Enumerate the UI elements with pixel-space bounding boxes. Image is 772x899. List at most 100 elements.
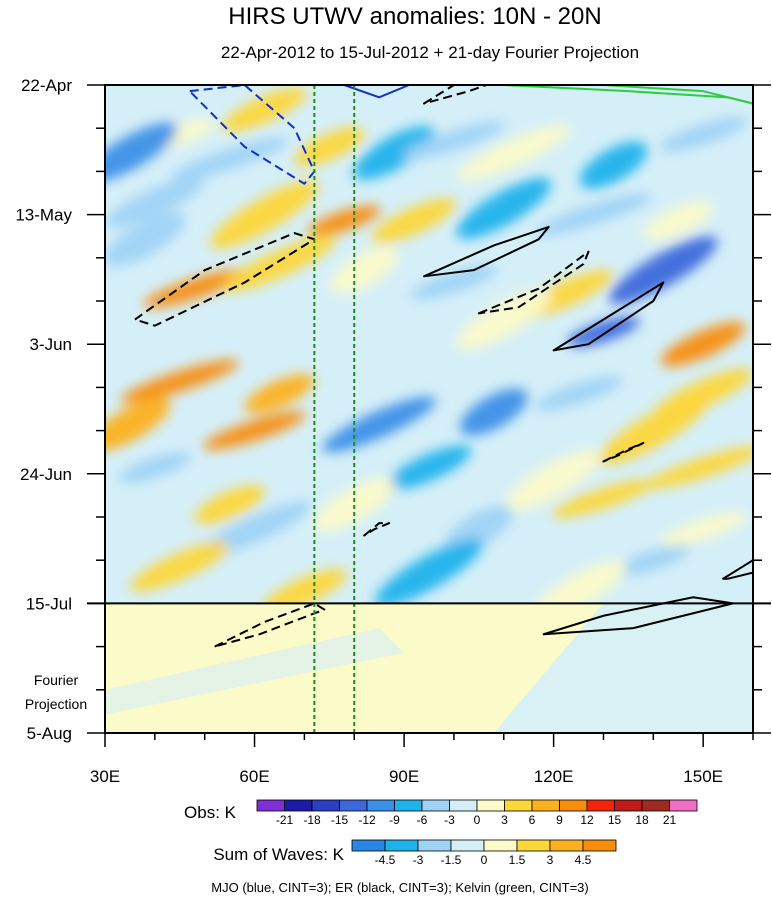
colorbar-swatch (669, 799, 698, 812)
er-contour (722, 559, 753, 580)
anomaly-blob (410, 265, 498, 300)
y-tick-label: 22-Apr (21, 76, 72, 95)
anomaly-blob (659, 512, 748, 547)
colorbar-swatch (586, 799, 615, 812)
er-contour (477, 250, 590, 315)
colorbar-swatch (311, 799, 340, 812)
anomaly-blob (567, 316, 640, 347)
anomaly-blob (105, 397, 171, 452)
anomaly-blob (118, 452, 192, 483)
anomaly-blob (660, 322, 746, 367)
anomaly-blob (371, 198, 457, 243)
anomaly-blob (143, 269, 247, 308)
anomaly-blob (643, 201, 714, 241)
y-axis: 22-Apr 13-May 3-Jun 24-Jun 15-Jul 5-Aug (15, 76, 771, 743)
projection-negative-band (105, 628, 405, 715)
waves-colorbar: -4.5 -3 -1.5 0 1.5 3 4.5 (351, 839, 617, 867)
anomaly-blob (105, 212, 186, 267)
colorbar-swatch (450, 839, 485, 852)
x-tick-label: 120E (534, 767, 574, 786)
anomaly-blob (120, 359, 239, 403)
anomaly-blob (386, 445, 472, 490)
chart-subtitle: 22-Apr-2012 to 15-Jul-2012 + 21-day Four… (221, 43, 639, 62)
er-contour (213, 602, 326, 648)
anomaly-blob (307, 205, 381, 236)
anomaly-blob (170, 137, 289, 181)
anomaly-blob (599, 396, 708, 465)
colorbar-label: 3 (501, 813, 508, 827)
colorbar-swatch (351, 839, 386, 852)
er-contour (552, 281, 665, 352)
y-tick-label: 3-Jun (29, 335, 72, 354)
er-contour (423, 225, 550, 278)
anomaly-blob (330, 246, 399, 294)
anomaly-blob (313, 477, 395, 532)
colorbar-swatch (483, 839, 518, 852)
colorbar-swatch (421, 799, 450, 812)
projection-label-line1: Fourier (34, 672, 79, 688)
anomaly-blob (659, 117, 748, 152)
er-contour (363, 522, 391, 537)
colorbar-swatch (476, 799, 505, 812)
colorbar-label: 21 (663, 813, 677, 827)
anomaly-blob (210, 180, 319, 249)
anomaly-blob (534, 193, 653, 236)
anomaly-blob (262, 568, 347, 603)
colorbar-label: -18 (303, 813, 321, 827)
anomaly-field (105, 87, 753, 603)
colorbar-label: 3 (547, 853, 554, 867)
y-tick-label: 5-Aug (27, 724, 72, 743)
colorbar-label: 6 (529, 813, 536, 827)
anomaly-blob (322, 396, 437, 453)
colorbar-label: -3 (413, 853, 424, 867)
anomaly-blob (222, 87, 307, 132)
colorbar-label: 0 (474, 813, 481, 827)
anomaly-blob (374, 538, 484, 603)
anomaly-blob (130, 541, 230, 592)
er-contour (602, 441, 645, 463)
anomaly-blob (402, 121, 506, 160)
obs-colorbar-title: Obs: K (184, 803, 237, 822)
colorbar-swatch (559, 799, 588, 812)
anomaly-blob (534, 376, 623, 411)
x-tick-label: 90E (389, 767, 419, 786)
anomaly-blob (294, 127, 365, 167)
colorbar-label: -21 (276, 813, 294, 827)
waves-colorbar-title: Sum of Waves: K (213, 845, 344, 864)
colorbar-swatch (504, 799, 533, 812)
colorbar-label: -9 (389, 813, 400, 827)
colorbar-label: 12 (580, 813, 594, 827)
anomaly-blob (194, 485, 265, 525)
anomaly-blob (531, 560, 626, 603)
anomaly-blob (459, 388, 528, 436)
colorbar-swatch (582, 839, 617, 852)
er-contour (542, 596, 735, 636)
anomaly-blob (579, 141, 648, 189)
x-axis: 30E 60E 90E 120E 150E (90, 733, 754, 786)
chart-title: HIRS UTWV anomalies: 10N - 20N (228, 3, 601, 30)
colorbar-swatch (531, 799, 560, 812)
anomaly-blob (353, 126, 435, 180)
anomaly-blob (244, 374, 315, 414)
anomaly-blob (105, 122, 178, 184)
colorbar-swatch (394, 799, 423, 812)
anomaly-blob (608, 236, 718, 305)
anomaly-blob (203, 411, 306, 450)
colorbar-label: 15 (608, 813, 622, 827)
anomaly-blob (617, 545, 690, 576)
colorbar-label: -12 (358, 813, 376, 827)
kelvin-contour (503, 85, 753, 105)
colorbar-swatch (614, 799, 643, 812)
colorbar-label: -3 (444, 813, 455, 827)
anomaly-blob (644, 446, 753, 490)
colorbar-swatch (366, 799, 395, 812)
colorbar-swatch (256, 799, 285, 812)
colorbar-swatch (384, 839, 419, 852)
obs-colorbar: -21 -18 -15 -12 -9 -6 -3 0 3 6 9 12 15 18 21 (256, 799, 698, 827)
y-tick-label: 15-Jul (26, 594, 72, 613)
colorbar-swatch (516, 839, 551, 852)
x-tick-label: 30E (90, 767, 120, 786)
anomaly-blob (552, 479, 655, 518)
colorbar-swatch (449, 799, 478, 812)
